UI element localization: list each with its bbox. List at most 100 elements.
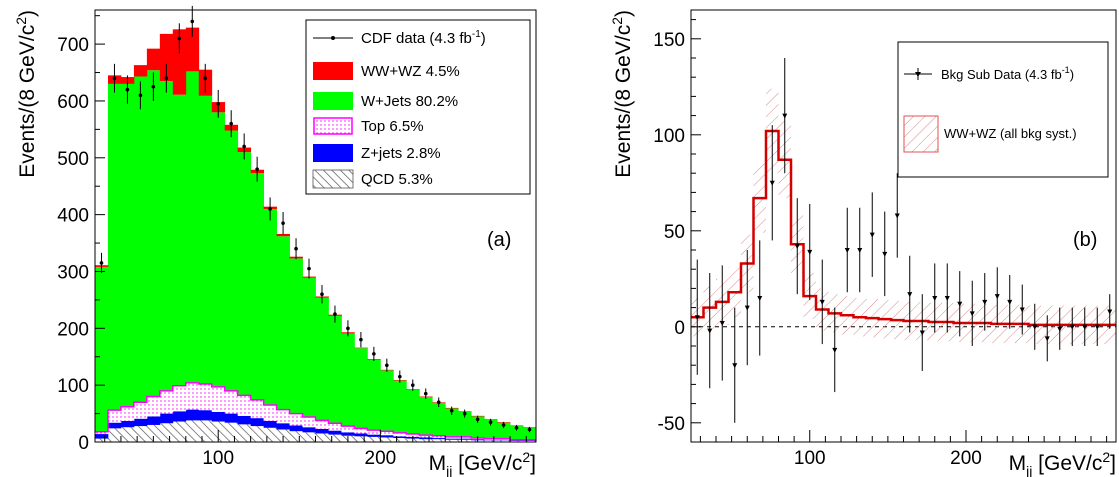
bar-qcd-28 — [458, 439, 472, 442]
bar-wwwz-7 — [185, 27, 200, 72]
data-point-a-25 — [423, 388, 428, 399]
data-point-b-15 — [882, 211, 888, 297]
panel-a-label: (a) — [487, 229, 511, 251]
legend-entry-bkgsub: Bkg Sub Data (4.3 fb-1) — [904, 65, 1074, 82]
data-point-a-26 — [436, 397, 441, 407]
bar-qcd-10 — [224, 422, 239, 442]
data-point-a-7 — [190, 5, 195, 37]
legend-entry-data: CDF data (4.3 fb-1) — [313, 29, 486, 47]
data-point-b-28 — [1044, 315, 1050, 362]
bar-zjets-1 — [107, 422, 122, 429]
bar-zjets-3 — [133, 418, 148, 427]
legend-label-wjets: W+Jets 80.2% — [361, 93, 458, 110]
bar-wjets-13 — [263, 208, 277, 406]
bar-qcd-11 — [237, 424, 252, 442]
bar-zjets-26 — [432, 438, 446, 440]
bar-qcd-4 — [146, 424, 161, 442]
data-point-a-21 — [372, 346, 376, 361]
data-point-b-22 — [969, 280, 975, 346]
xtick-label-b-100: 100 — [794, 448, 826, 469]
ytick-label-a-300: 300 — [57, 262, 89, 283]
data-point-b-12 — [844, 207, 850, 293]
ytick-label-a-400: 400 — [57, 206, 89, 227]
bar-top-12 — [250, 399, 265, 419]
bar-wjets-22 — [380, 370, 394, 432]
bar-wjets-16 — [302, 277, 316, 417]
bar-top-20 — [354, 428, 368, 434]
panel-a-legend: CDF data (4.3 fb-1) WW+WZ 4.5% W+Jets 80… — [305, 19, 531, 195]
ytick-label-a-200: 200 — [57, 319, 89, 340]
ytick-label-a-100: 100 — [57, 376, 89, 397]
panel-b-ylabel: Events/(8 GeV/c2) — [609, 10, 635, 178]
bar-qcd-21 — [367, 436, 381, 442]
ytick-label-a-0: 0 — [78, 433, 89, 454]
bar-top-6 — [172, 385, 187, 412]
bar-qcd-14 — [276, 429, 290, 442]
bar-wjets-32 — [510, 426, 524, 440]
bar-qcd-8 — [198, 420, 213, 442]
data-point-a-2 — [125, 75, 130, 104]
panel-a-ylabel: Events/(8 GeV/c2) — [13, 10, 39, 178]
panel-a-axes: 0 100 200 300 400 500 600 700 100 200 — [57, 15, 527, 469]
bar-qcd-27 — [445, 439, 459, 442]
data-point-b-14 — [869, 192, 875, 277]
bar-top-10 — [224, 390, 239, 414]
bar-zjets-9 — [211, 411, 226, 422]
ytick-label-b-150: 150 — [653, 30, 685, 51]
bar-top-13 — [263, 405, 277, 421]
data-point-a-20 — [359, 332, 363, 348]
ytick-label-b--50: -50 — [658, 414, 685, 435]
bar-top-15 — [289, 413, 303, 426]
bar-top-22 — [380, 431, 394, 436]
bar-top-4 — [146, 396, 161, 417]
bar-qcd-7 — [185, 420, 200, 442]
legend-label-zjets: Z+jets 2.8% — [361, 145, 441, 162]
data-point-a-33 — [527, 426, 532, 433]
data-point-a-13 — [268, 197, 272, 221]
panel-a-legend-box — [305, 19, 531, 195]
bar-qcd-5 — [159, 423, 174, 442]
bar-wjets-20 — [354, 348, 368, 429]
bar-wjets-31 — [497, 422, 511, 439]
ytick-label-b-100: 100 — [653, 126, 685, 147]
bar-zjets-5 — [159, 413, 174, 424]
data-point-b-1 — [707, 273, 713, 389]
bar-qcd-23 — [393, 438, 407, 442]
bar-zjets-12 — [250, 418, 265, 427]
panel-b-legend: Bkg Sub Data (4.3 fb-1) WW+WZ (all bkg s… — [897, 41, 1109, 178]
data-point-b-30 — [1069, 307, 1075, 346]
ytick-label-a-700: 700 — [57, 35, 89, 56]
bar-wjets-15 — [289, 258, 303, 414]
data-point-a-11 — [242, 133, 246, 160]
bar-wjets-0 — [95, 266, 109, 432]
bar-zjets-11 — [237, 415, 252, 425]
bar-zjets-2 — [120, 420, 135, 428]
bar-wjets-24 — [406, 389, 420, 435]
panel-b-axes: -50 0 50 100 150 100 200 — [653, 19, 1108, 469]
bar-zjets-7 — [185, 409, 200, 421]
bar-qcd-3 — [133, 426, 148, 442]
panel-b-syst-band — [691, 88, 1116, 345]
panel-b-legend-box — [897, 41, 1109, 178]
bar-qcd-12 — [250, 426, 265, 442]
data-point-a-8 — [203, 63, 208, 93]
bar-zjets-4 — [146, 416, 161, 425]
bar-top-19 — [341, 426, 355, 433]
data-point-a-19 — [346, 320, 350, 337]
bar-qcd-0 — [95, 438, 109, 442]
panel-b-data-points — [694, 58, 1113, 423]
bar-wjets-17 — [315, 297, 329, 421]
data-point-b-33 — [1107, 294, 1113, 329]
bar-zjets-17 — [315, 428, 329, 434]
data-point-a-30 — [488, 418, 493, 426]
data-point-a-32 — [514, 424, 519, 431]
bar-top-26 — [432, 435, 446, 439]
bar-top-21 — [367, 430, 381, 435]
panel-b-fit-line — [691, 129, 1116, 327]
bar-wjets-33 — [523, 427, 536, 440]
data-point-b-2 — [719, 265, 725, 381]
data-point-a-28 — [462, 409, 467, 418]
bar-top-18 — [328, 423, 342, 431]
bar-zjets-16 — [302, 427, 316, 433]
